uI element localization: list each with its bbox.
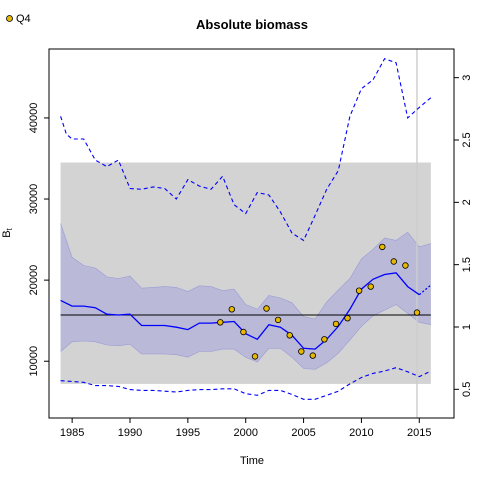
plot-area: 1985 1990 1995 2000 2005 2010 2015100002000030…	[28, 48, 473, 439]
x-tick-label-1990: 1990	[118, 427, 142, 439]
x-axis-title: Time	[240, 455, 264, 467]
legend-marker-q4	[6, 15, 13, 22]
q4-point-16	[402, 262, 409, 269]
x-tick-label-2015: 2015	[407, 427, 431, 439]
q4-point-3	[251, 353, 259, 360]
x-tick-label-2005: 2005	[291, 427, 315, 439]
y2-tick-label-2.5: 2.5	[461, 132, 473, 147]
forecast-line	[418, 284, 432, 296]
x-tick-label-2000: 2000	[233, 427, 257, 439]
legend: Q4	[6, 13, 31, 25]
q4-point-1	[228, 306, 235, 313]
band-upper-edge	[60, 223, 431, 320]
y-tick-label-10000: 10000	[28, 346, 40, 377]
x-tick-label-1995: 1995	[176, 427, 200, 439]
legend-label-q4: Q4	[16, 13, 31, 25]
y-tick-label-30000: 30000	[28, 184, 40, 215]
q4-point-5	[274, 316, 282, 324]
y2-tick-label-0.5: 0.5	[461, 382, 473, 397]
q4-point-4	[263, 305, 270, 312]
q4-point-14	[379, 243, 386, 251]
y-tick-label-40000: 40000	[28, 103, 40, 134]
y2-tick-label-1.5: 1.5	[461, 257, 473, 272]
band-lower-edge	[60, 304, 431, 370]
y2-tick-label-1: 1	[461, 324, 473, 330]
y2-tick-label-3: 3	[461, 75, 473, 81]
q4-point-9	[321, 336, 328, 343]
q4-point-13	[367, 283, 374, 290]
y2-tick-label-2: 2	[461, 199, 473, 205]
confidence-band	[60, 223, 431, 370]
q4-point-0	[217, 319, 224, 326]
q4-point-7	[298, 348, 305, 355]
x-tick-label-1985: 1985	[60, 427, 84, 439]
q4-point-11	[344, 315, 351, 322]
q4-point-15	[390, 258, 397, 265]
y-axis-title-main: B	[1, 230, 13, 237]
y-axis-title-subscript: t	[5, 227, 14, 230]
q4-point-6	[286, 332, 293, 339]
x-tick-label-2010: 2010	[349, 427, 373, 439]
plot-frame	[48, 48, 455, 419]
q4-point-12	[355, 287, 363, 294]
q4-point-10	[332, 320, 340, 328]
q4-point-8	[309, 352, 316, 359]
y-axis-title: Bt	[1, 227, 14, 237]
outer-upper-line	[60, 58, 432, 242]
y-tick-label-20000: 20000	[28, 265, 40, 296]
chart-title: Absolute biomass	[196, 17, 308, 32]
q4-point-17	[413, 309, 421, 316]
q4-point-2	[240, 328, 247, 336]
